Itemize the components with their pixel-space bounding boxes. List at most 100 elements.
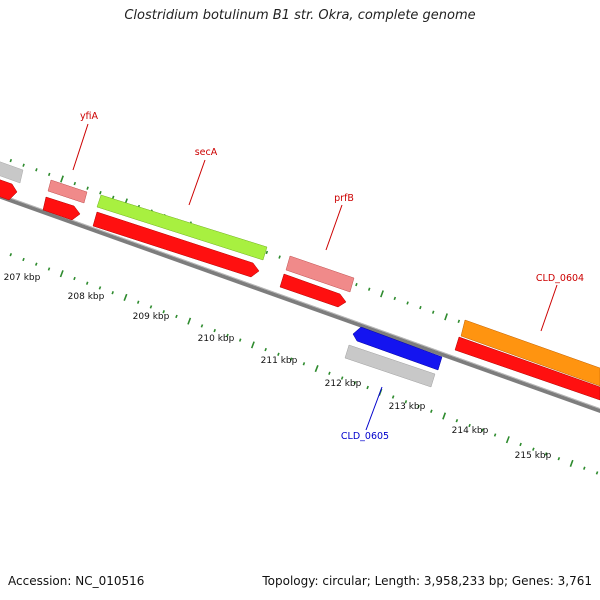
accession-label: Accession: NC_010516 (8, 574, 145, 588)
tick-mark (430, 409, 433, 413)
tick-mark (481, 428, 484, 432)
tick-mark (111, 291, 114, 295)
tick-mark (583, 466, 586, 470)
tick-mark (98, 286, 102, 290)
tick-mark (86, 186, 89, 190)
tick-mark (569, 459, 574, 467)
feature-secA[interactable] (96, 194, 268, 261)
tick-mark (35, 168, 38, 172)
feature-CLD_0605-gray[interactable] (344, 344, 436, 388)
tick-mark (213, 328, 216, 333)
inner-tick-ring (9, 253, 599, 475)
feature-cds-left[interactable] (0, 178, 18, 201)
tick-mark (22, 257, 25, 262)
tick-mark (519, 442, 522, 447)
feature-cds-yfiA[interactable] (42, 196, 81, 221)
tick-mark (404, 400, 408, 404)
tick-mark (391, 395, 395, 399)
tick-mark (302, 362, 306, 366)
tick-mark (85, 281, 89, 285)
tick-mark (73, 276, 76, 281)
kbp-label: 208 kbp (68, 292, 105, 302)
tick-mark (595, 471, 599, 475)
gene-label-CLD_0605[interactable]: CLD_0605 (341, 431, 389, 442)
tick-mark (468, 423, 471, 428)
gene-label-yfiA[interactable]: yfiA (80, 111, 99, 122)
tick-mark (226, 333, 229, 338)
tick-mark (355, 282, 358, 287)
tick-mark (328, 371, 331, 375)
tick-mark (60, 175, 64, 183)
tick-mark (238, 338, 242, 342)
kbp-label: 210 kbp (198, 334, 235, 344)
tick-mark (59, 270, 64, 278)
leader-prfB (325, 204, 343, 251)
feature-gray-left[interactable] (0, 160, 24, 184)
gene-label-prfB[interactable]: prfB (334, 193, 354, 204)
tick-mark (406, 301, 409, 305)
tick-mark (250, 341, 255, 349)
tick-mark (200, 324, 204, 328)
feature-cds-prfB[interactable] (279, 273, 347, 308)
feature-cds-CLD_0604[interactable] (454, 336, 600, 401)
tick-mark (419, 305, 422, 310)
leader-yfiA (72, 123, 89, 171)
feature-prfB[interactable] (285, 255, 355, 293)
leader-CLD_0604 (540, 284, 558, 332)
tick-mark (532, 447, 535, 451)
tick-mark (431, 310, 435, 314)
kbp-label: 207 kbp (4, 273, 41, 283)
tick-mark (380, 290, 384, 298)
tick-mark (175, 314, 178, 319)
tick-mark (544, 452, 548, 456)
tick-mark (366, 385, 369, 390)
backbone-highlight (0, 193, 600, 409)
leader-secA (188, 159, 206, 206)
tick-mark (136, 300, 140, 304)
tick-mark (34, 262, 38, 266)
tick-mark (367, 287, 371, 291)
tick-mark (187, 317, 192, 325)
tick-mark (265, 250, 269, 255)
genome-summary: Topology: circular; Length: 3,958,233 bp… (262, 574, 592, 588)
tick-mark (123, 293, 128, 301)
tick-mark (557, 457, 561, 461)
tick-mark (73, 181, 77, 186)
tick-mark (393, 296, 397, 301)
tick-mark (455, 419, 459, 423)
kbp-label: 211 kbp (261, 356, 298, 366)
kbp-label: 209 kbp (133, 312, 170, 322)
tick-mark (9, 158, 13, 163)
tick-mark (9, 253, 13, 257)
tick-mark (340, 376, 344, 380)
leader-CLD_0605 (365, 386, 383, 431)
kbp-label: 214 kbp (452, 426, 489, 436)
tick-mark (47, 172, 51, 177)
gene-label-CLD_0604[interactable]: CLD_0604 (536, 273, 584, 284)
tick-mark (162, 310, 165, 314)
kbp-label: 215 kbp (515, 451, 552, 461)
gene-label-secA[interactable]: secA (195, 147, 218, 158)
tick-mark (277, 352, 280, 356)
tick-mark (457, 319, 461, 324)
feature-cds-secA[interactable] (92, 211, 260, 278)
kbp-label: 213 kbp (389, 402, 426, 412)
tick-mark (442, 412, 447, 420)
map-title: Clostridium botulinum B1 str. Okra, comp… (124, 8, 476, 23)
tick-mark (493, 433, 497, 437)
tick-mark (444, 313, 448, 321)
tick-mark (353, 381, 357, 385)
feature-CLD_0605-blue[interactable] (352, 326, 443, 371)
backbone-line (0, 194, 600, 413)
tick-mark (505, 436, 510, 444)
tick-mark (111, 195, 115, 199)
tick-mark (264, 347, 267, 352)
kbp-label: 212 kbp (325, 379, 362, 389)
feature-CLD_0604[interactable] (460, 319, 600, 387)
tick-mark (417, 404, 420, 409)
feature-yfiA[interactable] (47, 179, 88, 204)
tick-mark (47, 267, 51, 271)
tick-mark (22, 163, 25, 167)
tick-mark (149, 305, 153, 309)
